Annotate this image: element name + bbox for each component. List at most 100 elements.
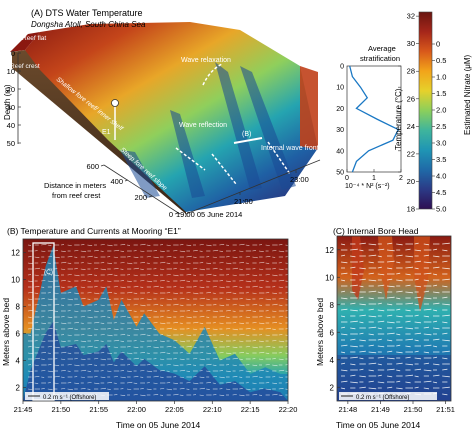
current-vector <box>396 333 401 336</box>
current-vector <box>113 267 119 270</box>
current-vector <box>54 256 60 259</box>
distance-axis-label-2: from reef crest <box>52 191 101 200</box>
current-vector <box>133 394 138 396</box>
current-vector <box>350 248 358 251</box>
current-vector <box>285 280 288 282</box>
current-vector <box>258 298 264 300</box>
current-vector <box>199 297 205 300</box>
current-vector <box>340 272 348 275</box>
current-vector <box>100 322 105 324</box>
current-vector <box>350 374 356 377</box>
current-vector <box>377 356 385 359</box>
current-vector <box>442 285 448 288</box>
current-vector <box>146 256 151 258</box>
current-vector <box>199 387 205 390</box>
colorbar-nitrate-ticks: 0 0.5 1.0 1.5 2.0 2.5 3.0 3.5 4.0 4.5 5.0 <box>432 40 446 214</box>
panel-b-scale: 0.2 m s⁻¹ (Offshore) <box>25 392 109 401</box>
temp-tick-label: 32 <box>407 12 415 21</box>
current-vector <box>47 316 52 318</box>
b-xtick-label: 22:20 <box>279 405 298 414</box>
current-vector <box>278 369 285 372</box>
current-vector <box>113 376 118 378</box>
current-vector <box>153 274 159 277</box>
strat-ytick-label: 10 <box>336 85 344 92</box>
depth-tick-label: 0 <box>11 49 15 58</box>
current-vector <box>199 334 204 336</box>
current-vector <box>74 310 79 312</box>
current-vector <box>377 266 382 269</box>
current-vector <box>414 350 419 353</box>
current-vector <box>34 285 40 288</box>
current-vector <box>186 334 192 337</box>
current-vector <box>258 351 265 354</box>
current-vector <box>219 304 225 307</box>
current-vector <box>396 261 401 264</box>
c-xtick-label: 21:51 <box>436 405 455 414</box>
nitrate-tick-label: 4.0 <box>436 172 446 181</box>
current-vector <box>166 316 172 319</box>
current-vector <box>414 375 419 378</box>
current-vector <box>442 321 448 324</box>
current-vector <box>173 358 177 360</box>
nitrate-tick-label: 0.5 <box>436 56 446 65</box>
current-vector <box>272 393 278 396</box>
current-vector <box>54 346 60 349</box>
current-vector <box>87 382 92 384</box>
current-vector <box>219 322 224 324</box>
current-vector <box>41 333 47 336</box>
current-vector <box>199 322 204 324</box>
current-vector <box>232 382 237 384</box>
current-vector <box>252 303 258 306</box>
current-vector <box>74 382 79 385</box>
current-vector <box>405 291 414 294</box>
wave-relaxation-label: Wave relaxation <box>181 57 231 64</box>
current-vector <box>265 388 271 391</box>
nitrate-tick-label: 2.5 <box>436 122 446 131</box>
c-xtick-label: 21:50 <box>404 405 423 414</box>
current-vector <box>265 334 270 336</box>
current-vector <box>442 332 448 335</box>
current-vector <box>414 285 422 288</box>
current-vector <box>192 310 198 313</box>
current-vector <box>80 279 87 282</box>
current-vector <box>368 261 374 264</box>
current-vector <box>146 309 153 312</box>
current-vector <box>239 394 245 397</box>
current-vector <box>107 273 113 276</box>
current-vector <box>265 274 270 276</box>
current-vector <box>47 280 54 283</box>
current-vector <box>239 261 244 264</box>
current-vector <box>87 255 93 258</box>
current-vector <box>442 350 450 353</box>
distance-tick-label: 0 <box>169 210 173 219</box>
current-vector <box>414 314 419 317</box>
current-vector <box>60 316 65 318</box>
current-vector <box>245 370 252 373</box>
current-vector <box>350 356 358 359</box>
current-vector <box>252 382 257 384</box>
current-vector <box>93 328 99 330</box>
current-vector <box>265 382 270 384</box>
strat-xtick-label: 0 <box>345 175 349 182</box>
current-vector <box>368 387 377 390</box>
current-vector <box>179 297 185 300</box>
current-vector <box>159 286 164 288</box>
current-vector <box>396 326 403 329</box>
current-vector <box>93 256 98 258</box>
current-vector <box>278 387 284 390</box>
current-vector <box>368 290 377 293</box>
current-vector <box>432 309 438 312</box>
current-vector <box>396 279 403 282</box>
current-vector <box>265 345 271 348</box>
nitrate-tick-label: 1.5 <box>436 89 446 98</box>
current-vector <box>153 292 158 294</box>
wave-arrows <box>175 63 291 185</box>
current-vector <box>133 382 138 384</box>
current-vector <box>239 268 243 270</box>
current-vector <box>126 388 132 390</box>
current-vector <box>74 358 78 360</box>
current-vector <box>159 268 165 270</box>
current-vector <box>87 262 92 264</box>
current-vector <box>350 266 356 269</box>
current-vector <box>120 304 126 307</box>
